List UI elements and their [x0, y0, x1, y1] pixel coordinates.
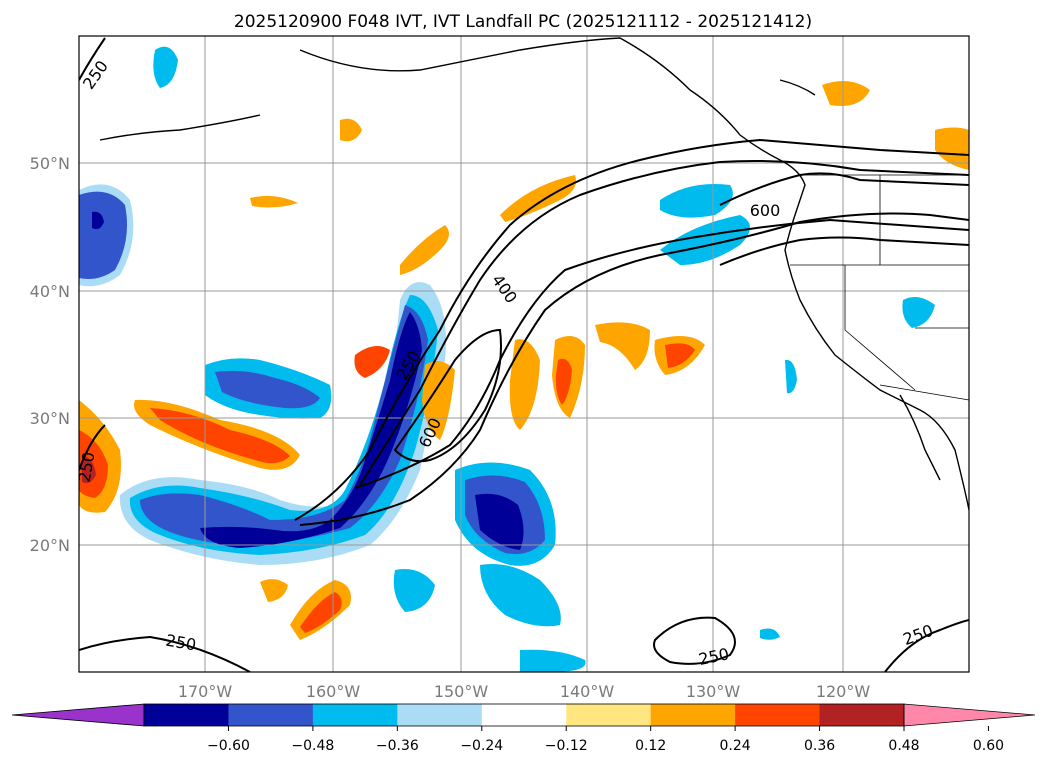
- positive-region: [82, 455, 96, 484]
- coastlines: [99, 37, 969, 511]
- coastline: [299, 37, 969, 511]
- contour-250-main: [294, 138, 969, 521]
- aleutian-coast: [99, 114, 261, 141]
- negative-region: [480, 564, 561, 627]
- contour-400: [354, 218, 969, 489]
- negative-region: [785, 359, 797, 394]
- map-title: 2025120900 F048 IVT, IVT Landfall PC (20…: [234, 12, 812, 32]
- colorbar-segment: [144, 704, 229, 726]
- colorbar: −0.60 −0.48 −0.36 −0.24 −0.12 0.12 0.24 0.36 0.4…: [11, 703, 1036, 754]
- negative-region: [760, 628, 780, 640]
- lat-tick-label: 40°N: [30, 282, 70, 301]
- contour-250: [884, 619, 969, 672]
- positive-region: [555, 358, 572, 405]
- negative-region: [200, 312, 422, 548]
- negative-region: [660, 215, 750, 265]
- contour-label: 250: [75, 450, 99, 483]
- negative-region: [393, 569, 435, 612]
- ivt-contours: [79, 37, 969, 672]
- colorbar-extend-min: [11, 703, 145, 727]
- lat-tick-label: 20°N: [30, 536, 70, 555]
- negative-region: [660, 184, 733, 218]
- map-frame: [78, 35, 970, 673]
- map-panel: 250 250 250 400 600 600 250 250 250: [75, 35, 970, 673]
- negative-region: [153, 46, 178, 88]
- contour-600: [393, 328, 502, 463]
- lon-tick-label: 120°W: [816, 682, 871, 701]
- negative-region: [520, 649, 586, 672]
- coastline: [779, 79, 816, 96]
- positive-region: [340, 118, 362, 142]
- lon-tick-label: 150°W: [434, 682, 489, 701]
- positive-region: [500, 175, 576, 222]
- positive-region: [300, 592, 342, 633]
- lon-tick-labels: 170°W 160°W 150°W 140°W 130°W 120°W: [178, 682, 871, 701]
- positive-region: [935, 127, 969, 170]
- colorbar-segment: [228, 704, 314, 726]
- negative-region: [475, 493, 524, 550]
- colorbar-segment: [735, 704, 821, 726]
- colorbar-tick-label: 0.48: [888, 738, 919, 754]
- colorbar-tick-label: −0.12: [545, 738, 588, 754]
- positive-region: [422, 361, 455, 440]
- contour-600: [719, 236, 969, 266]
- contour-label: 600: [750, 201, 781, 220]
- lat-tick-labels: 50°N 40°N 30°N 20°N: [30, 154, 70, 555]
- colorbar-tick-label: −0.60: [207, 738, 250, 754]
- negative-region: [79, 191, 128, 279]
- colorbar-segment: [566, 704, 652, 726]
- positive-region: [250, 195, 298, 208]
- contour-250: [79, 424, 106, 471]
- contour-400: [359, 160, 969, 486]
- us-mexico-border: [879, 384, 969, 401]
- positive-region: [509, 339, 540, 430]
- state-border: [844, 265, 916, 391]
- colorbar-segment: [312, 704, 398, 726]
- positive-region: [595, 322, 650, 370]
- negative-region: [92, 211, 104, 230]
- colorbar-tick-label: 0.24: [720, 738, 751, 754]
- lon-tick-label: 170°W: [178, 682, 233, 701]
- colorbar-tick-label: −0.36: [376, 738, 419, 754]
- colorbar-extend-max: [903, 703, 1036, 727]
- colorbar-segment: [481, 704, 567, 726]
- positive-region: [665, 343, 695, 368]
- colorbar-frame: [143, 703, 905, 727]
- colorbar-segment: [819, 704, 905, 726]
- colorbar-segment: [650, 704, 736, 726]
- positive-region: [400, 225, 449, 275]
- positive-region: [260, 579, 288, 602]
- contour-250: [79, 37, 106, 81]
- contour-600: [719, 172, 969, 206]
- colorbar-tick-label: 0.36: [804, 738, 835, 754]
- colorbar-tick-label: 0.60: [973, 738, 1004, 754]
- colorbar-tick-label: −0.24: [460, 738, 503, 754]
- lat-tick-label: 50°N: [30, 154, 70, 173]
- colorbar-tick-label: −0.48: [291, 738, 334, 754]
- lon-tick-label: 140°W: [560, 682, 615, 701]
- positive-region: [822, 81, 870, 106]
- shading-layer: [79, 46, 969, 672]
- contour-250: [653, 616, 736, 665]
- lon-tick-label: 160°W: [306, 682, 361, 701]
- negative-region: [215, 370, 320, 409]
- contour-250: [79, 635, 251, 672]
- positive-region: [150, 408, 290, 464]
- colorbar-tick-label: 0.12: [635, 738, 666, 754]
- political-borders: [790, 174, 969, 401]
- colorbar-segment: [397, 704, 483, 726]
- lat-tick-label: 30°N: [30, 409, 70, 428]
- positive-region: [354, 346, 390, 378]
- baja-coastline: [899, 394, 941, 481]
- lon-tick-label: 130°W: [686, 682, 741, 701]
- negative-region: [902, 296, 935, 328]
